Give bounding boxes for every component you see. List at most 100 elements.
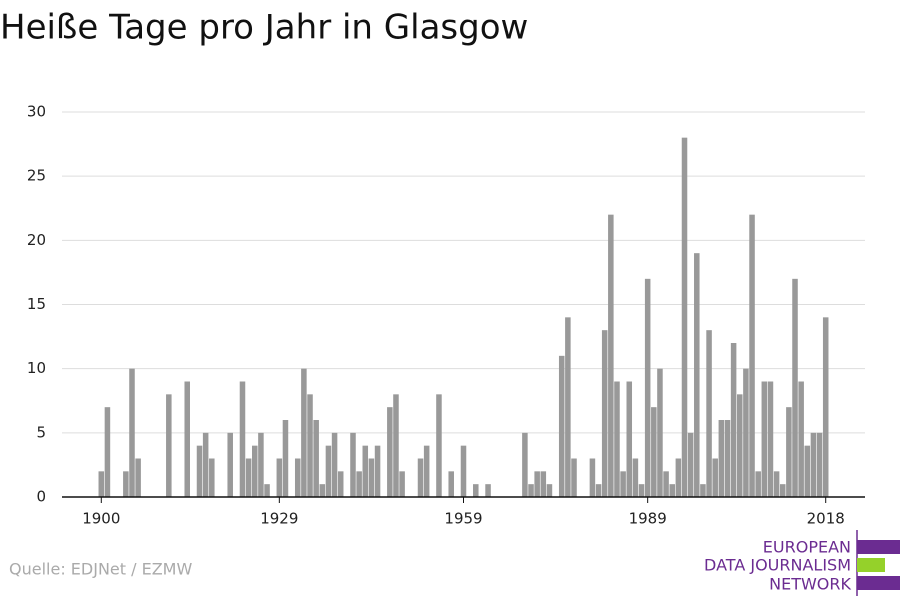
x-tick-label: 1900	[82, 510, 120, 528]
bar	[399, 471, 405, 497]
bar	[98, 471, 105, 497]
bar	[620, 471, 626, 497]
bar	[712, 458, 718, 497]
bar	[307, 394, 313, 497]
bar	[368, 458, 375, 497]
y-tick-label: 20	[27, 231, 46, 249]
bar	[356, 471, 362, 497]
bar	[417, 458, 424, 497]
bar	[755, 471, 761, 497]
bar	[804, 445, 811, 497]
bar	[301, 368, 307, 497]
logo-bar	[857, 576, 900, 590]
bar	[245, 458, 252, 497]
bar	[595, 484, 602, 497]
bar	[614, 381, 620, 497]
bar	[718, 420, 725, 497]
bar	[681, 137, 688, 497]
bar	[239, 381, 246, 497]
bar	[374, 445, 381, 497]
bar	[663, 471, 669, 497]
bar	[362, 445, 369, 497]
source: Quelle: EDJNet / EZMW	[9, 560, 192, 579]
x-tick-label: 1989	[629, 510, 667, 528]
bar	[687, 432, 694, 497]
bar	[632, 458, 639, 497]
bar	[252, 445, 258, 497]
y-tick-label: 15	[27, 295, 46, 313]
bar	[282, 420, 289, 497]
bar	[129, 368, 135, 497]
logo-bar	[857, 558, 885, 572]
logo-bar	[857, 540, 900, 554]
bar	[743, 368, 749, 497]
y-tick-label: 30	[27, 103, 46, 121]
logo-text: EUROPEAN	[763, 538, 851, 557]
bar	[675, 458, 682, 497]
bar	[767, 381, 774, 497]
y-tick-label: 10	[27, 359, 46, 377]
bar	[546, 484, 553, 497]
y-tick-label: 5	[36, 423, 46, 441]
logo: EUROPEAN DATA JOURNALISM NETWORK	[704, 530, 900, 596]
bar	[313, 420, 319, 497]
bar	[534, 471, 540, 497]
bar	[706, 330, 712, 497]
bar	[337, 471, 344, 497]
bar	[436, 394, 442, 497]
bar	[294, 458, 301, 497]
bar	[258, 432, 264, 497]
bar	[473, 484, 479, 497]
bar	[227, 432, 233, 497]
bar	[565, 317, 571, 497]
bar	[393, 394, 399, 497]
y-tick-label: 0	[36, 488, 46, 506]
bar	[657, 368, 663, 497]
logo-text: NETWORK	[769, 575, 851, 594]
bar	[319, 484, 326, 497]
bar	[608, 214, 614, 497]
chart-title: Heiße Tage pro Jahr in Glasgow	[0, 8, 528, 48]
bar	[749, 214, 755, 497]
bar	[773, 471, 780, 497]
bar	[761, 381, 768, 497]
bar	[730, 343, 737, 497]
x-tick-label: 2018	[807, 510, 845, 528]
bar	[786, 407, 792, 497]
bar	[325, 445, 332, 497]
bar	[638, 484, 645, 497]
y-tick-label: 25	[27, 167, 46, 185]
bar	[571, 458, 577, 497]
bar	[123, 471, 129, 497]
x-tick-label: 1959	[444, 510, 482, 528]
bar	[196, 445, 203, 497]
bar	[184, 381, 191, 497]
bar	[135, 458, 141, 497]
bar	[810, 432, 817, 497]
x-tick-label: 1929	[260, 510, 298, 528]
bar	[558, 355, 565, 497]
bar	[166, 394, 172, 497]
bar	[694, 253, 700, 497]
logo-text: DATA JOURNALISM	[704, 556, 851, 575]
bar	[276, 458, 283, 497]
bar	[724, 420, 731, 497]
bar	[700, 484, 706, 497]
bar	[644, 278, 651, 497]
bar	[528, 484, 534, 497]
bar	[626, 381, 633, 497]
bar	[601, 330, 608, 497]
bar	[202, 432, 209, 497]
bar	[423, 445, 430, 497]
bar	[822, 317, 829, 497]
bar	[522, 432, 528, 497]
bar	[779, 484, 786, 497]
bar	[589, 458, 596, 497]
bar	[264, 484, 270, 497]
bar	[104, 407, 111, 497]
bar	[669, 484, 675, 497]
bar	[792, 278, 798, 497]
bar	[485, 484, 491, 497]
bar	[736, 394, 743, 497]
